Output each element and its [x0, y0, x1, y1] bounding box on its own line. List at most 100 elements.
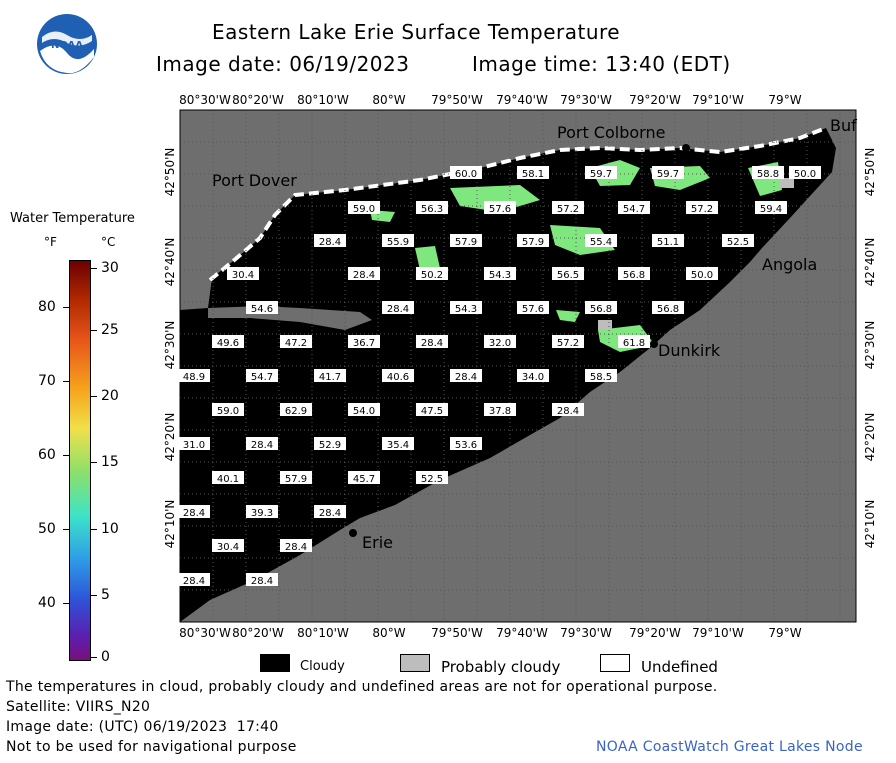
- city-marker: [650, 340, 658, 348]
- temperature-box: [246, 301, 278, 314]
- source-credit[interactable]: NOAA CoastWatch Great Lakes Node: [596, 739, 863, 755]
- longitude-label-top: 79°50'W: [431, 93, 483, 107]
- probably-cloudy-swatch: [400, 654, 430, 672]
- temperature-box: [517, 234, 549, 247]
- temperature-value: 52.5: [727, 237, 749, 248]
- temperature-value: 52.5: [421, 474, 443, 485]
- temperature-box: [348, 201, 380, 214]
- temperature-box: [585, 369, 617, 382]
- colorbar-tick-f: 80: [38, 299, 56, 315]
- temperature-box: [314, 505, 346, 518]
- temperature-box: [517, 301, 549, 314]
- latitude-label-right: 42°50'N: [863, 148, 877, 197]
- temperature-value: 32.0: [489, 338, 511, 349]
- temperature-value: 56.5: [557, 270, 579, 281]
- lake-erie-cloud: [180, 128, 836, 622]
- colorbar-tickmark: [91, 396, 97, 397]
- temperature-box: [484, 201, 516, 214]
- temperature-value: 50.2: [421, 270, 443, 281]
- temperature-value: 39.3: [251, 508, 273, 519]
- temperature-value: 30.4: [232, 270, 254, 281]
- temperature-box: [348, 471, 380, 484]
- temperature-value: 50.0: [794, 169, 816, 180]
- temperature-box: [280, 403, 312, 416]
- colorbar-tick-c: 20: [101, 388, 119, 404]
- temperature-box: [348, 267, 380, 280]
- colorbar-tickmark: [91, 462, 97, 463]
- temperature-value: 49.6: [217, 338, 239, 349]
- colorbar-tickmark: [63, 307, 69, 308]
- temperature-box: [484, 267, 516, 280]
- temperature-value: 28.4: [353, 270, 375, 281]
- temperature-box: [552, 201, 584, 214]
- longitude-label-top: 79°W: [768, 93, 801, 107]
- temperature-box: [246, 369, 278, 382]
- temperature-value: 56.8: [623, 270, 645, 281]
- temperature-box: [314, 369, 346, 382]
- temperature-value: 47.2: [285, 338, 307, 349]
- latitude-label-left: 42°40'N: [163, 238, 177, 287]
- image-time: Image time: 13:40 (EDT): [472, 52, 731, 76]
- temperature-box: [246, 573, 278, 586]
- colorbar-tick-c: 10: [101, 521, 119, 537]
- temperature-box: [585, 301, 617, 314]
- temperature-value: 62.9: [285, 406, 307, 417]
- temperature-box: [618, 201, 650, 214]
- longitude-label-bottom: 80°20'W: [232, 626, 284, 640]
- longitude-label-bottom: 80°W: [372, 626, 405, 640]
- temperature-box: [585, 166, 617, 179]
- temperature-box: [178, 369, 210, 382]
- temperature-value: 45.7: [353, 474, 375, 485]
- latitude-label-right: 42°10'N: [863, 500, 877, 549]
- temperature-box: [246, 437, 278, 450]
- colorbar-tickmark: [91, 330, 97, 331]
- colorbar-tick-f: 50: [38, 521, 56, 537]
- temperature-value: 31.0: [183, 440, 205, 451]
- colorbar-tickmark: [91, 657, 97, 658]
- temperature-box: [314, 234, 346, 247]
- temperature-box: [686, 201, 718, 214]
- city-marker: [349, 529, 357, 537]
- longitude-label-top: 79°10'W: [692, 93, 744, 107]
- colorbar-unit-f: °F: [44, 235, 57, 249]
- temperature-value: 51.1: [657, 237, 679, 248]
- undefined-swatch: [600, 654, 630, 672]
- place-label: Port Colborne: [557, 123, 665, 142]
- temperature-box: [212, 403, 244, 416]
- disclaimer-text: The temperatures in cloud, probably clou…: [6, 679, 718, 695]
- latitude-label-right: 42°30'N: [863, 321, 877, 370]
- temperature-value: 57.6: [522, 304, 544, 315]
- temperature-value: 57.9: [522, 237, 544, 248]
- longitude-label-top: 80°10'W: [297, 93, 349, 107]
- temperature-value: 40.6: [387, 372, 409, 383]
- temperature-box: [722, 234, 754, 247]
- colorbar-tickmark: [91, 268, 97, 269]
- cloudy-label: Cloudy: [300, 659, 345, 674]
- temperature-box: [517, 166, 549, 179]
- longitude-label-bottom: 80°10'W: [297, 626, 349, 640]
- temperature-value: 54.7: [251, 372, 273, 383]
- colorbar-tickmark: [63, 529, 69, 530]
- map-title: Eastern Lake Erie Surface Temperature: [212, 20, 621, 44]
- temperature-colorbar: [69, 260, 91, 661]
- temperature-box: [280, 471, 312, 484]
- temperature-box: [416, 335, 448, 348]
- temperature-value: 53.6: [455, 440, 477, 451]
- city-marker: [753, 242, 761, 250]
- temperature-box: [227, 267, 259, 280]
- temperature-box: [450, 166, 482, 179]
- longitude-label-bottom: 80°30'W: [179, 626, 231, 640]
- utc-date-text: Image date: (UTC) 06/19/2023 17:40: [6, 719, 279, 735]
- temperature-value: 56.8: [657, 304, 679, 315]
- temperature-box: [450, 437, 482, 450]
- place-label: Dunkirk: [658, 341, 721, 360]
- latitude-label-right: 42°40'N: [863, 238, 877, 287]
- temperature-box: [552, 335, 584, 348]
- longitude-label-bottom: 79°W: [768, 626, 801, 640]
- latitude-label-left: 42°30'N: [163, 321, 177, 370]
- colorbar-tickmark: [63, 455, 69, 456]
- temperature-box: [618, 267, 650, 280]
- colorbar-tick-f: 40: [38, 595, 56, 611]
- undefined-shoreline: [208, 126, 827, 282]
